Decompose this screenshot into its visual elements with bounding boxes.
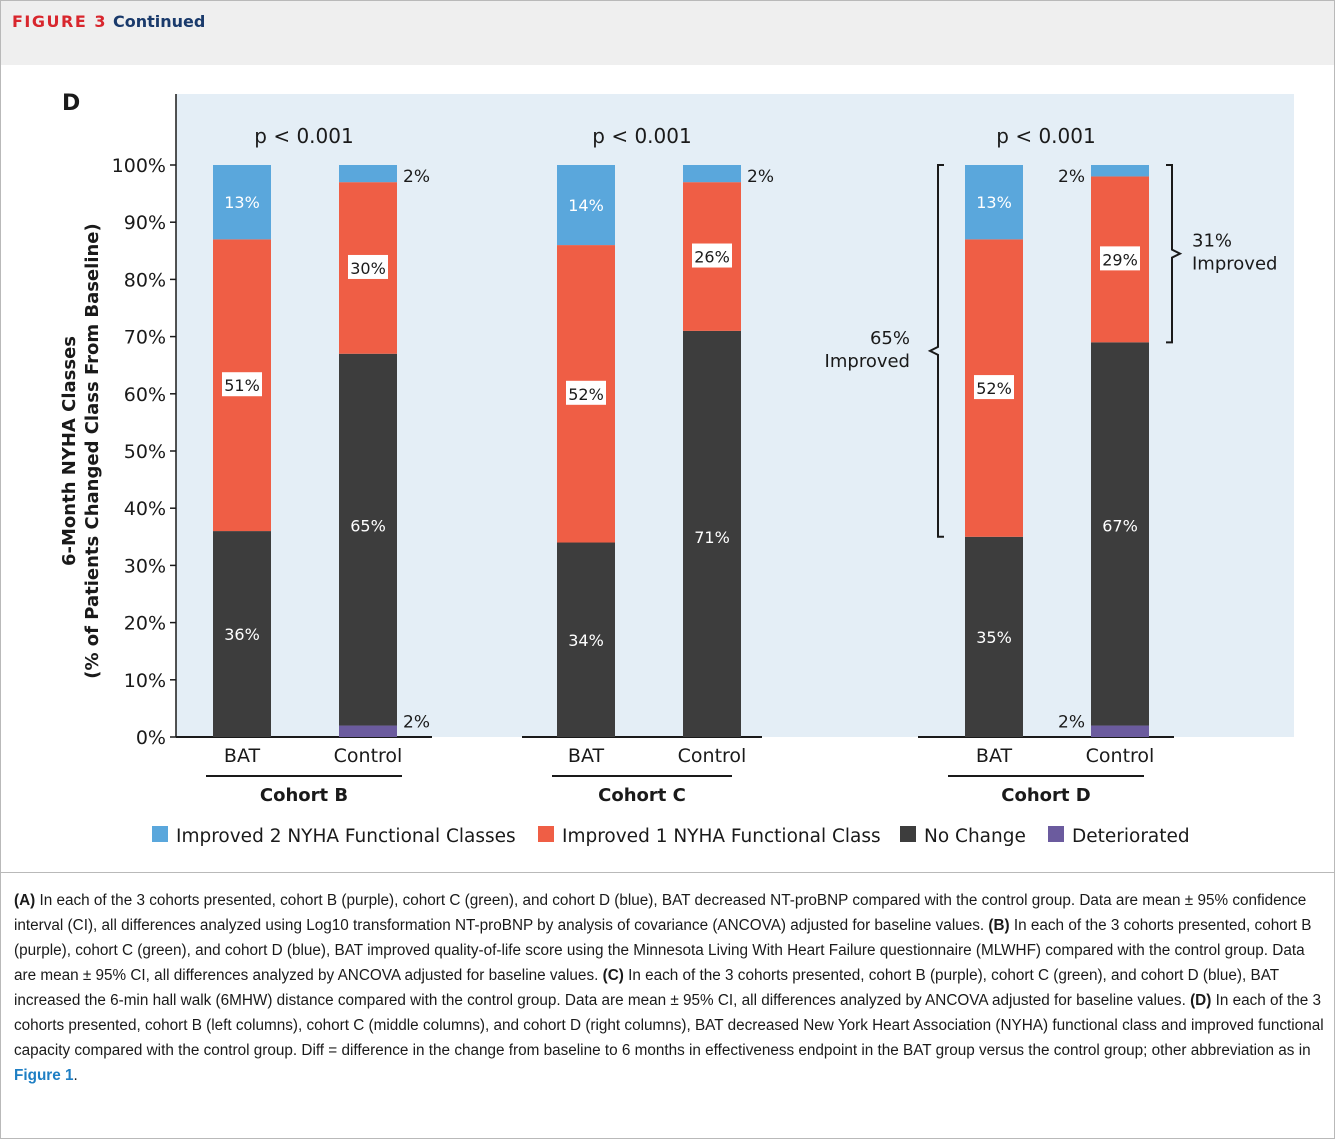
figure-continued: Continued <box>112 12 206 31</box>
bar-segment <box>683 165 741 183</box>
bar-label: Control <box>678 745 747 767</box>
caption-panel-label: (D) <box>1190 992 1212 1009</box>
y-tick-label: 60% <box>124 384 166 406</box>
bar-segment <box>1091 725 1149 737</box>
p-value-label: p < 0.001 <box>592 124 691 148</box>
bar-segment <box>339 725 397 737</box>
data-label: 65% <box>350 516 386 535</box>
caption-panel-label: (B) <box>988 917 1010 934</box>
p-value-label: p < 0.001 <box>254 124 353 148</box>
group-label: Cohort C <box>598 785 686 806</box>
bar-segment <box>1091 165 1149 177</box>
data-label-box <box>222 372 262 397</box>
y-tick-label: 0% <box>136 727 166 749</box>
y-tick-label: 10% <box>124 670 166 692</box>
y-tick-label: 100% <box>112 155 166 177</box>
data-label: 13% <box>976 193 1012 212</box>
data-label-box <box>692 243 732 268</box>
annotation-65-line1: 65% <box>870 328 910 349</box>
data-label: 2% <box>1058 713 1085 733</box>
bracket-31-improved <box>1166 164 1183 344</box>
figure-header-band <box>1 1 1334 65</box>
data-label: 35% <box>976 628 1012 647</box>
bar-label: BAT <box>224 745 261 767</box>
bar-segment <box>557 542 615 737</box>
bar-segment <box>683 330 741 737</box>
legend-label: Improved 2 NYHA Functional Classes <box>176 826 516 847</box>
panel-divider <box>1 872 1334 873</box>
data-label-box <box>348 254 388 279</box>
data-label: 13% <box>224 193 260 212</box>
annotation-65-line2: Improved <box>825 351 910 372</box>
bar-segment <box>213 531 271 737</box>
data-label: 34% <box>568 631 604 650</box>
bar-segment <box>1091 342 1149 726</box>
y-tick-label: 80% <box>124 269 166 291</box>
figure-caption: (A) In each of the 3 cohorts presented, … <box>14 888 1324 1088</box>
data-label: 52% <box>568 385 604 404</box>
panel-letter: D <box>62 91 80 116</box>
bar-segment <box>557 165 615 246</box>
bar-label: BAT <box>568 745 605 767</box>
caption-text: In each of the 3 cohorts presented, coho… <box>14 892 1307 934</box>
caption-panel-label: (A) <box>14 892 36 909</box>
data-label: 36% <box>224 625 260 644</box>
figure-1-link[interactable]: Figure 1 <box>14 1067 74 1084</box>
y-tick-label: 40% <box>124 498 166 520</box>
y-tick-label: 90% <box>124 212 166 234</box>
legend-label: No Change <box>924 826 1026 847</box>
figure-number: FIGURE 3 <box>12 12 107 31</box>
data-label: 52% <box>976 379 1012 398</box>
data-label: 2% <box>1058 167 1085 187</box>
data-label: 51% <box>224 376 260 395</box>
data-label: 2% <box>403 713 430 733</box>
y-tick-label: 20% <box>124 613 166 635</box>
data-label: 30% <box>350 259 386 278</box>
legend-swatch <box>538 826 554 842</box>
y-axis-title: 6-Month NYHA Classes <box>59 336 80 566</box>
p-value-label: p < 0.001 <box>996 124 1095 148</box>
caption-text: In each of the 3 cohorts presented, coho… <box>14 917 1312 984</box>
data-label-box <box>974 375 1014 400</box>
bar-label: BAT <box>976 745 1013 767</box>
caption-end: . <box>73 1067 78 1084</box>
bar-segment <box>965 536 1023 737</box>
legend-label: Deteriorated <box>1072 826 1190 847</box>
y-axis-subtitle: (% of Patients Changed Class From Baseli… <box>82 223 103 678</box>
data-label: 67% <box>1102 516 1138 535</box>
legend-swatch <box>152 826 168 842</box>
bracket-65-improved <box>927 164 944 538</box>
data-label: 14% <box>568 196 604 215</box>
annotation-31-line1: 31% <box>1192 231 1232 252</box>
y-tick-label: 70% <box>124 327 166 349</box>
caption-panel-label: (C) <box>602 967 624 984</box>
data-label: 71% <box>694 528 730 547</box>
group-label: Cohort B <box>260 785 348 806</box>
group-label: Cohort D <box>1001 785 1090 806</box>
data-label: 2% <box>403 167 430 187</box>
annotation-31-line2: Improved <box>1192 254 1277 275</box>
legend-swatch <box>900 826 916 842</box>
data-label-box <box>566 380 606 405</box>
bar-label: Control <box>334 745 403 767</box>
y-tick-label: 30% <box>124 555 166 577</box>
bar-segment <box>213 165 271 240</box>
data-label: 29% <box>1102 250 1138 269</box>
bar-segment <box>339 165 397 183</box>
bar-segment <box>339 353 397 726</box>
caption-text: In each of the 3 cohorts presented, coho… <box>14 967 1279 1009</box>
y-tick-label: 50% <box>124 441 166 463</box>
bar-label: Control <box>1086 745 1155 767</box>
legend-swatch <box>1048 826 1064 842</box>
data-label: 2% <box>747 167 774 187</box>
data-label-box <box>1100 246 1140 271</box>
caption-text: In each of the 3 cohorts presented, coho… <box>14 992 1324 1059</box>
figure-label: FIGURE 3 Continued <box>12 12 205 31</box>
legend-label: Improved 1 NYHA Functional Class <box>562 826 881 847</box>
stacked-bar-chart: D 0% 10% 20% 30% 40% 50% 60% 70% 80% 90% 100% 6-Mont… <box>59 91 1294 847</box>
data-label: 26% <box>694 248 730 267</box>
bar-segment <box>965 165 1023 240</box>
